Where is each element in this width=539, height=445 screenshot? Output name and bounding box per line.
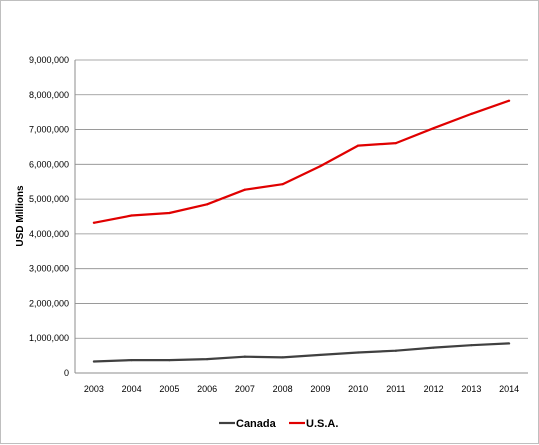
data-point — [508, 99, 511, 102]
data-point — [168, 359, 171, 362]
x-tick-labels: 2003 2004 2005 2006 2007 2008 2009 2010 2011 2012… — [84, 384, 519, 394]
x-tick-label: 2007 — [235, 384, 255, 394]
data-point — [319, 353, 322, 357]
series-lines — [92, 99, 511, 363]
x-tick-label: 2013 — [461, 384, 481, 394]
series-line-canada — [93, 342, 510, 363]
data-point — [470, 344, 473, 347]
y-tick-label: 2,000,000 — [29, 298, 69, 308]
x-tick-label: 2012 — [424, 384, 444, 394]
data-point — [357, 144, 360, 147]
data-point — [319, 164, 322, 168]
x-tick-label: 2014 — [499, 384, 519, 394]
data-point — [168, 211, 171, 215]
y-tick-labels: 0 1,000,000 2,000,000 3,000,000 4,000,000 5,0… — [29, 55, 69, 378]
x-tick-label: 2005 — [159, 384, 179, 394]
y-tick-label: 0 — [64, 368, 69, 378]
data-point — [206, 203, 209, 206]
y-tick-label: 3,000,000 — [29, 264, 69, 274]
x-tick-label: 2008 — [273, 384, 293, 394]
data-point — [432, 346, 435, 349]
y-tick-label: 9,000,000 — [29, 55, 69, 65]
data-point — [281, 183, 284, 186]
y-tick-label: 8,000,000 — [29, 90, 69, 100]
data-point — [130, 359, 133, 362]
data-point — [508, 342, 511, 345]
series-line-usa — [93, 99, 510, 224]
axes — [74, 60, 528, 374]
data-point — [92, 221, 95, 224]
data-point — [130, 214, 133, 217]
legend-label: U.S.A. — [306, 418, 338, 430]
data-point — [281, 356, 284, 359]
data-point — [394, 142, 397, 145]
data-point — [394, 349, 397, 352]
data-point — [432, 127, 435, 130]
legend-label: Canada — [236, 418, 277, 430]
data-point — [206, 357, 209, 361]
x-tick-label: 2011 — [386, 384, 405, 394]
legend: Canada U.S.A. — [219, 418, 338, 430]
gridlines — [75, 59, 528, 339]
y-tick-label: 1,000,000 — [29, 333, 69, 343]
x-tick-label: 2004 — [122, 384, 142, 394]
data-point — [357, 351, 360, 354]
data-point — [243, 188, 246, 191]
x-tick-label: 2006 — [197, 384, 217, 394]
y-tick-label: 7,000,000 — [29, 125, 69, 135]
data-point — [470, 112, 473, 116]
y-axis-label: USD Millions — [15, 185, 26, 247]
data-point — [92, 360, 95, 363]
y-tick-label: 6,000,000 — [29, 159, 69, 169]
y-tick-label: 5,000,000 — [29, 194, 69, 204]
x-tick-label: 2003 — [84, 384, 104, 394]
x-tick-label: 2009 — [310, 384, 330, 394]
y-tick-label: 4,000,000 — [29, 229, 69, 239]
data-point — [243, 355, 246, 358]
x-tick-label: 2010 — [348, 384, 368, 394]
